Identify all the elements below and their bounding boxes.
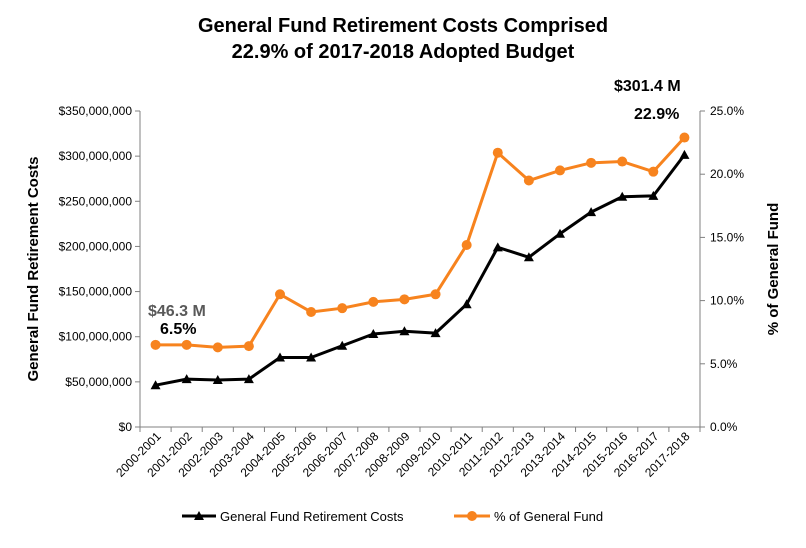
data-point-circle (430, 289, 441, 300)
annotation-first-percent: 6.5% (160, 321, 196, 338)
legend-item-percent-general-fund: % of General Fund (454, 509, 603, 524)
data-point-triangle (275, 352, 285, 362)
annotation-first-cost: $46.3 M (148, 303, 206, 320)
data-point-triangle (523, 252, 534, 262)
chart-title-line: 22.9% of 2017-2018 Adopted Budget (232, 41, 575, 63)
right-tick-label: 0.0% (710, 420, 738, 434)
right-tick-label: 10.0% (710, 294, 744, 308)
data-point-triangle (399, 326, 410, 336)
y-axis-label: General Fund Retirement Costs (25, 156, 42, 381)
left-tick-label: $0 (119, 420, 133, 434)
data-point-circle (243, 341, 254, 352)
right-axis-ticks: 0.0% 5.0% 10.0% 15.0% 20.0% 25.0% % of General… (700, 104, 782, 434)
data-point-triangle (617, 191, 628, 201)
series-layer (150, 132, 690, 390)
legend-label: General Fund Retirement Costs (220, 509, 404, 524)
series-percent-general-fund (150, 132, 690, 353)
data-point-triangle (243, 374, 254, 384)
left-tick-label: $150,000,000 (59, 285, 133, 299)
series-line (155, 153, 686, 387)
data-point-circle (461, 239, 472, 250)
data-point-triangle (492, 242, 503, 252)
left-tick-label: $300,000,000 (59, 149, 133, 163)
data-point-circle (181, 339, 192, 350)
data-point-circle (212, 342, 223, 353)
data-point-circle (150, 339, 161, 350)
right-tick-label: 20.0% (710, 167, 744, 181)
data-point-circle (555, 165, 565, 176)
left-axis-ticks: $0 $50,000,000 $100,000,000 $150,000,000 $20… (25, 104, 140, 434)
data-point-circle (275, 289, 285, 300)
left-tick-label: $250,000,000 (59, 194, 133, 208)
legend-item-retirement-costs: General Fund Retirement Costs (182, 509, 404, 524)
legend-marker-circle (467, 511, 477, 521)
left-tick-label: $100,000,000 (59, 330, 133, 344)
right-tick-label: 5.0% (710, 357, 738, 371)
annotations: $46.3 M6.5% $301.4 M 22.9% (148, 78, 681, 338)
right-tick-label: 25.0% (710, 104, 744, 118)
data-point-triangle (679, 149, 690, 159)
legend-marker-triangle (194, 511, 204, 520)
data-point-circle (679, 132, 690, 143)
y-axis-right-label: % of General Fund (765, 203, 782, 336)
data-point-circle (586, 157, 597, 168)
legend-label: % of General Fund (494, 509, 603, 524)
data-point-triangle (181, 374, 192, 384)
data-point-triangle (212, 375, 223, 385)
data-point-circle (306, 306, 317, 317)
data-point-triangle (306, 352, 317, 362)
left-tick-label: $350,000,000 (59, 104, 133, 118)
series-line (155, 136, 686, 349)
left-tick-label: $200,000,000 (59, 239, 133, 253)
data-point-circle (617, 156, 628, 167)
data-point-circle (399, 294, 410, 305)
data-point-triangle (337, 340, 348, 350)
data-point-circle (648, 166, 659, 177)
chart-title: General Fund Retirement Costs Comprised 2… (198, 15, 608, 63)
data-point-triangle (586, 207, 597, 217)
left-tick-label: $50,000,000 (65, 375, 132, 389)
data-point-circle (337, 303, 348, 314)
data-point-triangle (555, 228, 565, 238)
data-point-triangle (461, 299, 472, 309)
data-point-circle (492, 147, 503, 158)
x-axis-ticks: 2000-20012001-20022002-20032003-20042004… (113, 427, 701, 480)
chart-title-line: General Fund Retirement Costs Comprised (198, 15, 608, 37)
annotation-last-cost: $301.4 M (614, 78, 681, 95)
series-retirement-costs (150, 149, 690, 390)
legend: General Fund Retirement Costs % of Genera… (182, 509, 603, 524)
data-point-triangle (430, 328, 441, 338)
data-point-triangle (368, 329, 379, 339)
right-tick-label: 15.0% (710, 230, 744, 244)
annotation-last-percent: 22.9% (634, 106, 679, 123)
data-point-circle (523, 175, 534, 186)
data-point-circle (368, 296, 379, 307)
data-point-triangle (150, 380, 161, 390)
data-point-triangle (648, 190, 659, 200)
